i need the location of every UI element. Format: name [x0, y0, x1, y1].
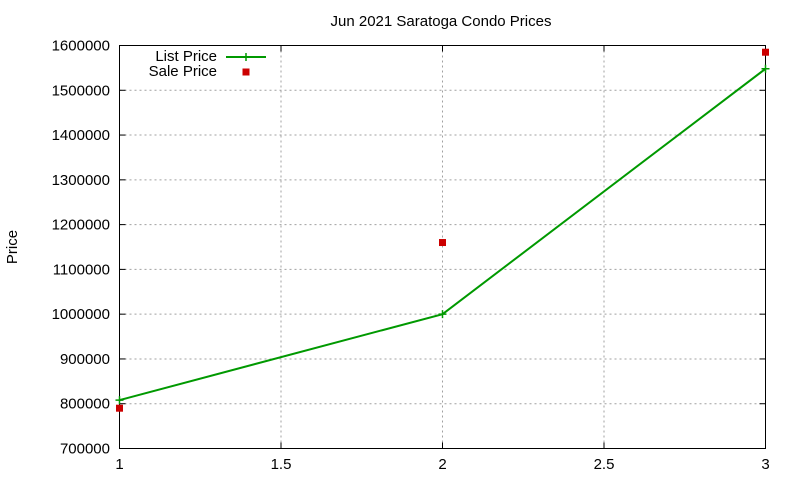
grid: [119, 45, 766, 449]
sale-price-point: [439, 239, 446, 247]
legend: List Price Sale Price: [149, 48, 266, 80]
y-tick-label: 1400000: [52, 127, 110, 144]
x-axis-tick-labels: 1 1.5 2 2.5 3: [115, 456, 769, 473]
y-tick-label: 1000000: [52, 306, 110, 323]
y-tick-label: 800000: [60, 396, 110, 413]
y-axis-tick-labels: 700000 800000 900000 1000000 1100000 1200000 1…: [52, 38, 110, 458]
list-price-line: [119, 67, 767, 402]
x-tick-label: 1: [115, 456, 123, 473]
y-tick-label: 900000: [60, 351, 110, 368]
chart-title: Jun 2021 Saratoga Condo Prices: [331, 13, 552, 30]
legend-key-list-price-marker: [242, 53, 250, 61]
y-tick-label: 1500000: [52, 82, 110, 99]
sale-price-point: [762, 48, 769, 56]
y-tick-label: 1600000: [52, 38, 110, 55]
sale-price-point: [116, 404, 123, 412]
legend-label-list-price: List Price: [155, 48, 217, 65]
axis-ticks: [119, 45, 766, 449]
list-price-point: [115, 396, 124, 405]
y-tick-label: 1300000: [52, 172, 110, 189]
legend-label-sale-price: Sale Price: [149, 63, 217, 80]
list-price-point: [761, 64, 770, 73]
x-tick-label: 2: [438, 456, 446, 473]
y-tick-label: 1100000: [53, 261, 110, 278]
legend-key-sale-price-marker: [242, 68, 250, 76]
y-axis-label: Price: [4, 230, 21, 264]
list-price-point: [438, 310, 447, 319]
legend-keys: [226, 53, 266, 76]
y-tick-label: 1200000: [52, 217, 110, 234]
y-tick-label: 700000: [60, 441, 110, 458]
series-layer: [115, 48, 770, 412]
x-tick-label: 3: [761, 456, 769, 473]
x-tick-label: 1.5: [271, 456, 292, 473]
x-tick-label: 2.5: [594, 456, 615, 473]
